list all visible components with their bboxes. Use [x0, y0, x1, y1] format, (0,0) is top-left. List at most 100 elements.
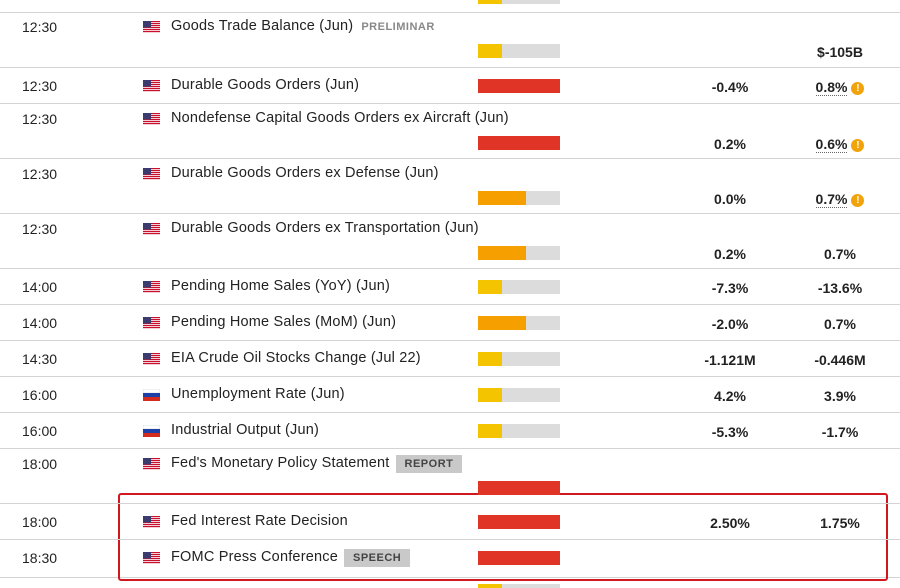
event-title: Goods Trade Balance (Jun) — [171, 18, 354, 34]
event-name: Durable Goods Orders ex Transportation (… — [171, 220, 479, 236]
time: 12:30 — [22, 111, 58, 127]
flag — [143, 112, 160, 125]
actual: -0.4% — [711, 79, 749, 95]
time: 14:00 — [22, 315, 58, 331]
impact-bar — [478, 191, 560, 205]
previous-value: -1.7% — [821, 424, 859, 440]
impact-fill — [478, 424, 502, 438]
previous: -1.7% — [790, 424, 890, 440]
previous-value: 3.9% — [824, 388, 856, 404]
impact-fill — [478, 246, 526, 260]
event-name: Durable Goods Orders (Jun) — [171, 77, 359, 93]
actual: -5.3% — [711, 424, 749, 440]
flag — [143, 457, 160, 470]
previous-value: -13.6% — [817, 280, 863, 296]
actual: 0.2% — [714, 136, 746, 152]
previous-value: 0.7% — [824, 316, 856, 332]
info-icon: ! — [851, 82, 865, 95]
flag — [143, 167, 160, 180]
flag — [143, 20, 160, 33]
event-name: Nondefense Capital Goods Orders ex Aircr… — [171, 110, 509, 126]
previous: $-105B — [790, 44, 890, 60]
event-name: Durable Goods Orders ex Defense (Jun) — [171, 165, 439, 181]
partial-top-bar — [478, 0, 560, 4]
impact-fill — [478, 79, 560, 93]
impact-bar — [478, 44, 560, 58]
event-tag: SPEECH — [343, 549, 411, 567]
previous: 0.7% — [790, 246, 890, 262]
event-row: 14:00 Pending Home Sales (MoM) (Jun) -2.0%… — [0, 304, 900, 341]
time: 14:00 — [22, 279, 58, 295]
flag — [143, 515, 160, 528]
impact-fill — [478, 136, 560, 150]
impact-fill — [478, 44, 502, 58]
actual: 0.2% — [714, 246, 746, 262]
event-row: 12:30 Nondefense Capital Goods Orders ex … — [0, 103, 900, 159]
previous-value: 1.75% — [820, 515, 860, 531]
event-row: 12:30 Durable Goods Orders ex Transportat… — [0, 213, 900, 269]
flag — [143, 280, 160, 293]
time: 16:00 — [22, 423, 58, 439]
event-name: Industrial Output (Jun) — [171, 422, 319, 438]
impact-bar — [478, 352, 560, 366]
event-title: Durable Goods Orders ex Transportation (… — [171, 220, 479, 236]
actual: -7.3% — [711, 280, 749, 296]
time: 16:00 — [22, 387, 58, 403]
previous-value: 0.7% — [815, 191, 848, 208]
flag — [143, 352, 160, 365]
previous-value: $-105B — [817, 44, 863, 60]
impact-fill — [478, 481, 560, 495]
impact-bar — [478, 79, 560, 93]
impact-fill — [478, 316, 526, 330]
previous: -0.446M — [790, 352, 890, 368]
impact-bar — [478, 280, 560, 294]
event-title: FOMC Press Conference — [171, 549, 338, 565]
flag — [143, 316, 160, 329]
impact-bar — [478, 551, 560, 565]
event-name: Fed's Monetary Policy Statement REPORT — [171, 455, 463, 473]
event-row: 18:30 FOMC Press Conference SPEECH — [0, 539, 900, 576]
time: 12:30 — [22, 221, 58, 237]
previous-value: 0.7% — [824, 246, 856, 262]
event-name: Fed Interest Rate Decision — [171, 513, 348, 529]
partial-bottom-bar — [478, 584, 560, 588]
event-name: FOMC Press Conference SPEECH — [171, 549, 411, 567]
impact-bar — [478, 481, 560, 495]
flag — [143, 551, 160, 564]
impact-bar — [478, 246, 560, 260]
previous: 0.6%! — [790, 136, 890, 153]
event-row: 16:00 Industrial Output (Jun) -5.3% -1.7% — [0, 412, 900, 449]
impact-fill — [478, 551, 560, 565]
impact-fill — [478, 352, 502, 366]
time: 12:30 — [22, 19, 58, 35]
event-title: Pending Home Sales (MoM) (Jun) — [171, 314, 397, 330]
event-title: Fed's Monetary Policy Statement — [171, 455, 390, 471]
previous: 3.9% — [790, 388, 890, 404]
event-row: 18:00 Fed's Monetary Policy Statement REPO… — [0, 448, 900, 504]
event-title: Durable Goods Orders (Jun) — [171, 77, 360, 93]
impact-fill — [478, 280, 502, 294]
impact-bar — [478, 424, 560, 438]
flag — [142, 424, 161, 437]
flag — [143, 222, 160, 235]
event-name: EIA Crude Oil Stocks Change (Jul 22) — [171, 350, 421, 366]
event-row: 14:30 EIA Crude Oil Stocks Change (Jul 22… — [0, 340, 900, 377]
info-icon: ! — [851, 194, 865, 207]
event-title: Fed Interest Rate Decision — [171, 513, 348, 529]
event-title: EIA Crude Oil Stocks Change (Jul 22) — [171, 350, 421, 366]
previous: 0.7%! — [790, 191, 890, 208]
actual: 2.50% — [710, 515, 750, 531]
impact-fill — [478, 388, 502, 402]
time: 18:00 — [22, 514, 58, 530]
event-row: 12:30 Durable Goods Orders ex Defense (Ju… — [0, 158, 900, 214]
event-title: Industrial Output (Jun) — [171, 422, 320, 438]
event-row: 18:00 Fed Interest Rate Decision 2.50% 1.75… — [0, 503, 900, 540]
event-name: Pending Home Sales (YoY) (Jun) — [171, 278, 390, 294]
time: 18:30 — [22, 550, 58, 566]
impact-fill — [478, 191, 526, 205]
event-row: 12:30 Goods Trade Balance (Jun) PRELIMINAR… — [0, 12, 900, 67]
partial-top-border — [0, 12, 900, 13]
impact-bar — [478, 136, 560, 150]
previous-value: -0.446M — [814, 352, 866, 368]
time: 12:30 — [22, 166, 58, 182]
